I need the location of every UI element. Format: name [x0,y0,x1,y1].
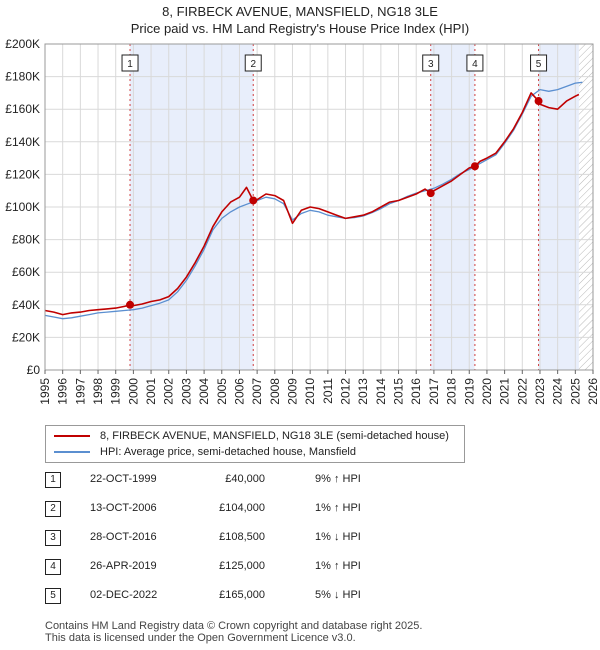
x-tick-label: 2004 [197,378,211,405]
y-tick-label: £100K [5,200,40,214]
x-tick-label: 2010 [303,378,317,405]
sale-date: 02-DEC-2022 [90,589,158,601]
sale-label: 3 [428,59,434,70]
legend-price-swatch [54,435,90,438]
sale-date: 22-OCT-1999 [90,473,157,485]
x-tick-label: 1996 [56,378,70,405]
sale-price: £104,000 [219,502,265,514]
footer: Contains HM Land Registry data © Crown c… [45,620,422,644]
y-tick-label: £20K [12,330,40,344]
x-tick-label: 2018 [445,378,459,405]
sale-hpi-diff: 9% ↑ HPI [315,473,361,485]
x-tick-label: 2006 [232,378,246,405]
sale-point [470,162,479,171]
sale-date: 28-OCT-2016 [90,531,157,543]
x-tick-label: 2015 [392,378,406,405]
footer-licence: This data is licensed under the Open Gov… [45,632,356,644]
sale-label: 2 [250,59,256,70]
sale-price: £108,500 [219,531,265,543]
x-tick-label: 2007 [250,378,264,405]
legend-price-label: 8, FIRBECK AVENUE, MANSFIELD, NG18 3LE (… [100,430,449,442]
x-tick-label: 1999 [109,378,123,405]
sale-date: 26-APR-2019 [90,560,157,572]
y-tick-label: £60K [12,265,40,279]
legend-hpi-swatch [54,451,90,454]
x-tick-label: 2022 [515,378,529,405]
sale-hpi-diff: 1% ↑ HPI [315,502,361,514]
sale-price: £40,000 [225,473,265,485]
sale-label-box [422,54,440,72]
x-tick-label: 2009 [285,378,299,405]
x-tick-label: 2021 [498,378,512,405]
sale-label-box [530,54,548,72]
chart-subtitle: Price paid vs. HM Land Registry's House … [130,21,470,36]
x-tick-label: 2020 [480,378,494,405]
sale-point [426,189,435,198]
legend: 8, FIRBECK AVENUE, MANSFIELD, NG18 3LE (… [45,425,465,463]
sale-price: £125,000 [219,560,265,572]
x-tick-label: 1995 [38,378,52,405]
sale-date: 13-OCT-2006 [90,502,157,514]
x-tick-label: 2024 [551,378,565,405]
y-tick-label: £140K [5,135,40,149]
sale-hpi-diff: 1% ↑ HPI [315,560,361,572]
sale-point [126,300,135,309]
y-tick-label: £120K [5,167,40,181]
sale-hpi-diff: 5% ↓ HPI [315,589,361,601]
sale-label: 4 [472,59,478,70]
x-tick-label: 1998 [91,378,105,405]
x-tick-label: 1997 [73,378,87,405]
y-tick-label: £160K [5,102,40,116]
y-tick-label: £40K [12,298,40,312]
x-tick-label: 2016 [409,378,423,405]
legend-item-price: 8, FIRBECK AVENUE, MANSFIELD, NG18 3LE (… [54,428,449,444]
sale-hpi-diff: 1% ↓ HPI [315,531,361,543]
x-tick-label: 2023 [533,378,547,405]
y-tick-label: £180K [5,70,40,84]
x-tick-label: 2002 [162,378,176,405]
sale-label-box [121,54,139,72]
x-tick-label: 2005 [215,378,229,405]
x-tick-label: 2000 [126,378,140,405]
sale-point [534,97,543,106]
sale-number: 4 [45,559,61,575]
x-tick-label: 2008 [268,378,282,405]
x-tick-label: 2011 [321,378,335,404]
sale-number: 5 [45,588,61,604]
price-line [44,81,583,320]
x-tick-label: 2014 [374,378,388,405]
x-tick-label: 2017 [427,378,441,405]
sale-number: 3 [45,530,61,546]
x-tick-label: 2001 [144,378,158,405]
sale-point [249,196,258,205]
sale-label-box [466,54,484,72]
x-tick-label: 2012 [339,378,353,405]
x-tick-label: 2025 [568,378,582,405]
sale-number: 2 [45,501,61,517]
footer-copyright: Contains HM Land Registry data © Crown c… [45,620,423,632]
sale-label: 1 [127,59,133,70]
x-tick-label: 2003 [179,378,193,405]
y-tick-label: £200K [5,37,40,51]
x-tick-label: 2026 [586,378,600,405]
y-tick-label: £80K [12,233,40,247]
legend-item-hpi: HPI: Average price, semi-detached house,… [54,444,356,460]
x-tick-label: 2013 [356,378,370,405]
legend-hpi-label: HPI: Average price, semi-detached house,… [100,446,356,458]
price-chart: 1 2 3 4 5 £0 £20K £40K £60K £80K £100K £120K £140K £1… [5,37,600,405]
sale-label-box [244,54,262,72]
sale-price: £165,000 [219,589,265,601]
sale-label: 5 [536,59,542,70]
chart-title: 8, FIRBECK AVENUE, MANSFIELD, NG18 3LE [162,4,438,19]
y-tick-label: £0 [27,363,41,377]
plot-border [44,43,594,371]
x-tick-label: 2019 [462,378,476,405]
sale-number: 1 [45,472,61,488]
